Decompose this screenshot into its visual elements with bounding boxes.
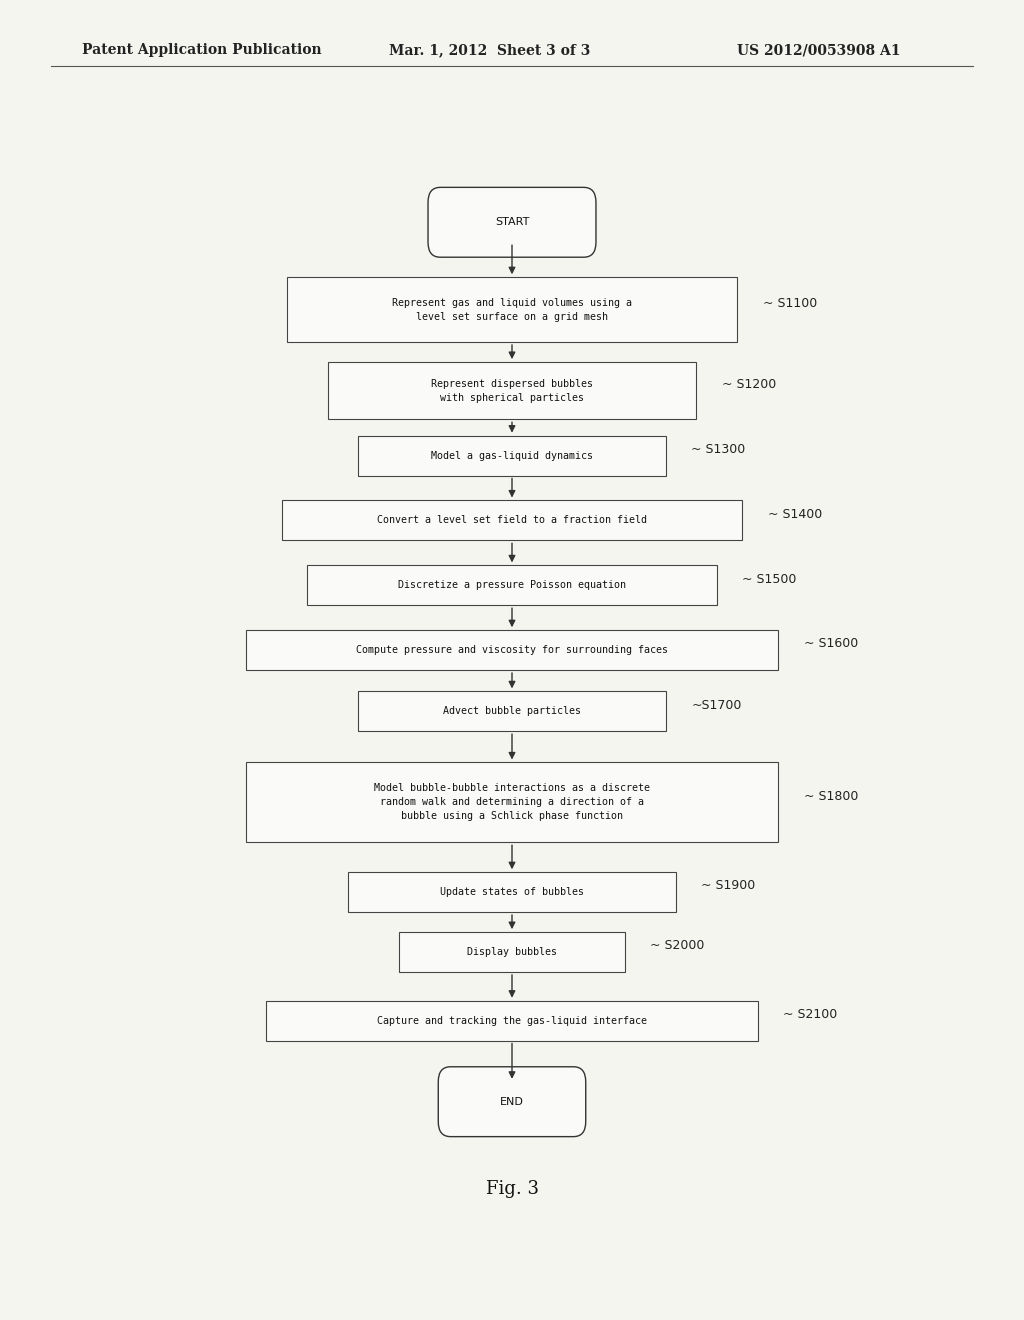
- Text: Represent dispersed bubbles
with spherical particles: Represent dispersed bubbles with spheric…: [431, 379, 593, 403]
- Text: Represent gas and liquid volumes using a
level set surface on a grid mesh: Represent gas and liquid volumes using a…: [392, 297, 632, 322]
- FancyBboxPatch shape: [428, 187, 596, 257]
- Text: Model bubble-bubble interactions as a discrete
random walk and determining a dir: Model bubble-bubble interactions as a di…: [374, 783, 650, 821]
- FancyBboxPatch shape: [348, 873, 676, 912]
- Text: Fig. 3: Fig. 3: [485, 1180, 539, 1199]
- FancyBboxPatch shape: [266, 1001, 758, 1040]
- FancyBboxPatch shape: [307, 565, 717, 606]
- FancyBboxPatch shape: [328, 362, 696, 420]
- FancyBboxPatch shape: [358, 692, 666, 731]
- Text: ~ S1200: ~ S1200: [722, 378, 776, 391]
- Text: Update states of bubbles: Update states of bubbles: [440, 887, 584, 898]
- Text: ~ S1900: ~ S1900: [701, 879, 756, 892]
- Text: ~ S1500: ~ S1500: [742, 573, 797, 586]
- Text: Advect bubble particles: Advect bubble particles: [443, 706, 581, 717]
- Text: ~ S1800: ~ S1800: [804, 789, 858, 803]
- Text: Capture and tracking the gas-liquid interface: Capture and tracking the gas-liquid inte…: [377, 1015, 647, 1026]
- Text: Patent Application Publication: Patent Application Publication: [82, 44, 322, 57]
- Text: Discretize a pressure Poisson equation: Discretize a pressure Poisson equation: [398, 581, 626, 590]
- Text: ~S1700: ~S1700: [691, 698, 741, 711]
- Text: START: START: [495, 218, 529, 227]
- Text: Model a gas-liquid dynamics: Model a gas-liquid dynamics: [431, 450, 593, 461]
- Text: Display bubbles: Display bubbles: [467, 946, 557, 957]
- Text: ~ S2100: ~ S2100: [783, 1008, 838, 1020]
- Text: Mar. 1, 2012  Sheet 3 of 3: Mar. 1, 2012 Sheet 3 of 3: [389, 44, 591, 57]
- Text: END: END: [500, 1097, 524, 1106]
- FancyBboxPatch shape: [358, 436, 666, 475]
- FancyBboxPatch shape: [399, 932, 625, 972]
- Text: Convert a level set field to a fraction field: Convert a level set field to a fraction …: [377, 515, 647, 525]
- FancyBboxPatch shape: [282, 500, 742, 540]
- Text: ~ S1300: ~ S1300: [691, 442, 745, 455]
- Text: ~ S1600: ~ S1600: [804, 638, 858, 651]
- FancyBboxPatch shape: [246, 763, 778, 842]
- Text: ~ S1100: ~ S1100: [763, 297, 817, 310]
- Text: ~ S2000: ~ S2000: [650, 940, 705, 952]
- FancyBboxPatch shape: [246, 630, 778, 671]
- FancyBboxPatch shape: [287, 277, 737, 342]
- Text: ~ S1400: ~ S1400: [768, 508, 822, 520]
- Text: Compute pressure and viscosity for surrounding faces: Compute pressure and viscosity for surro…: [356, 645, 668, 655]
- FancyBboxPatch shape: [438, 1067, 586, 1137]
- Text: US 2012/0053908 A1: US 2012/0053908 A1: [737, 44, 901, 57]
